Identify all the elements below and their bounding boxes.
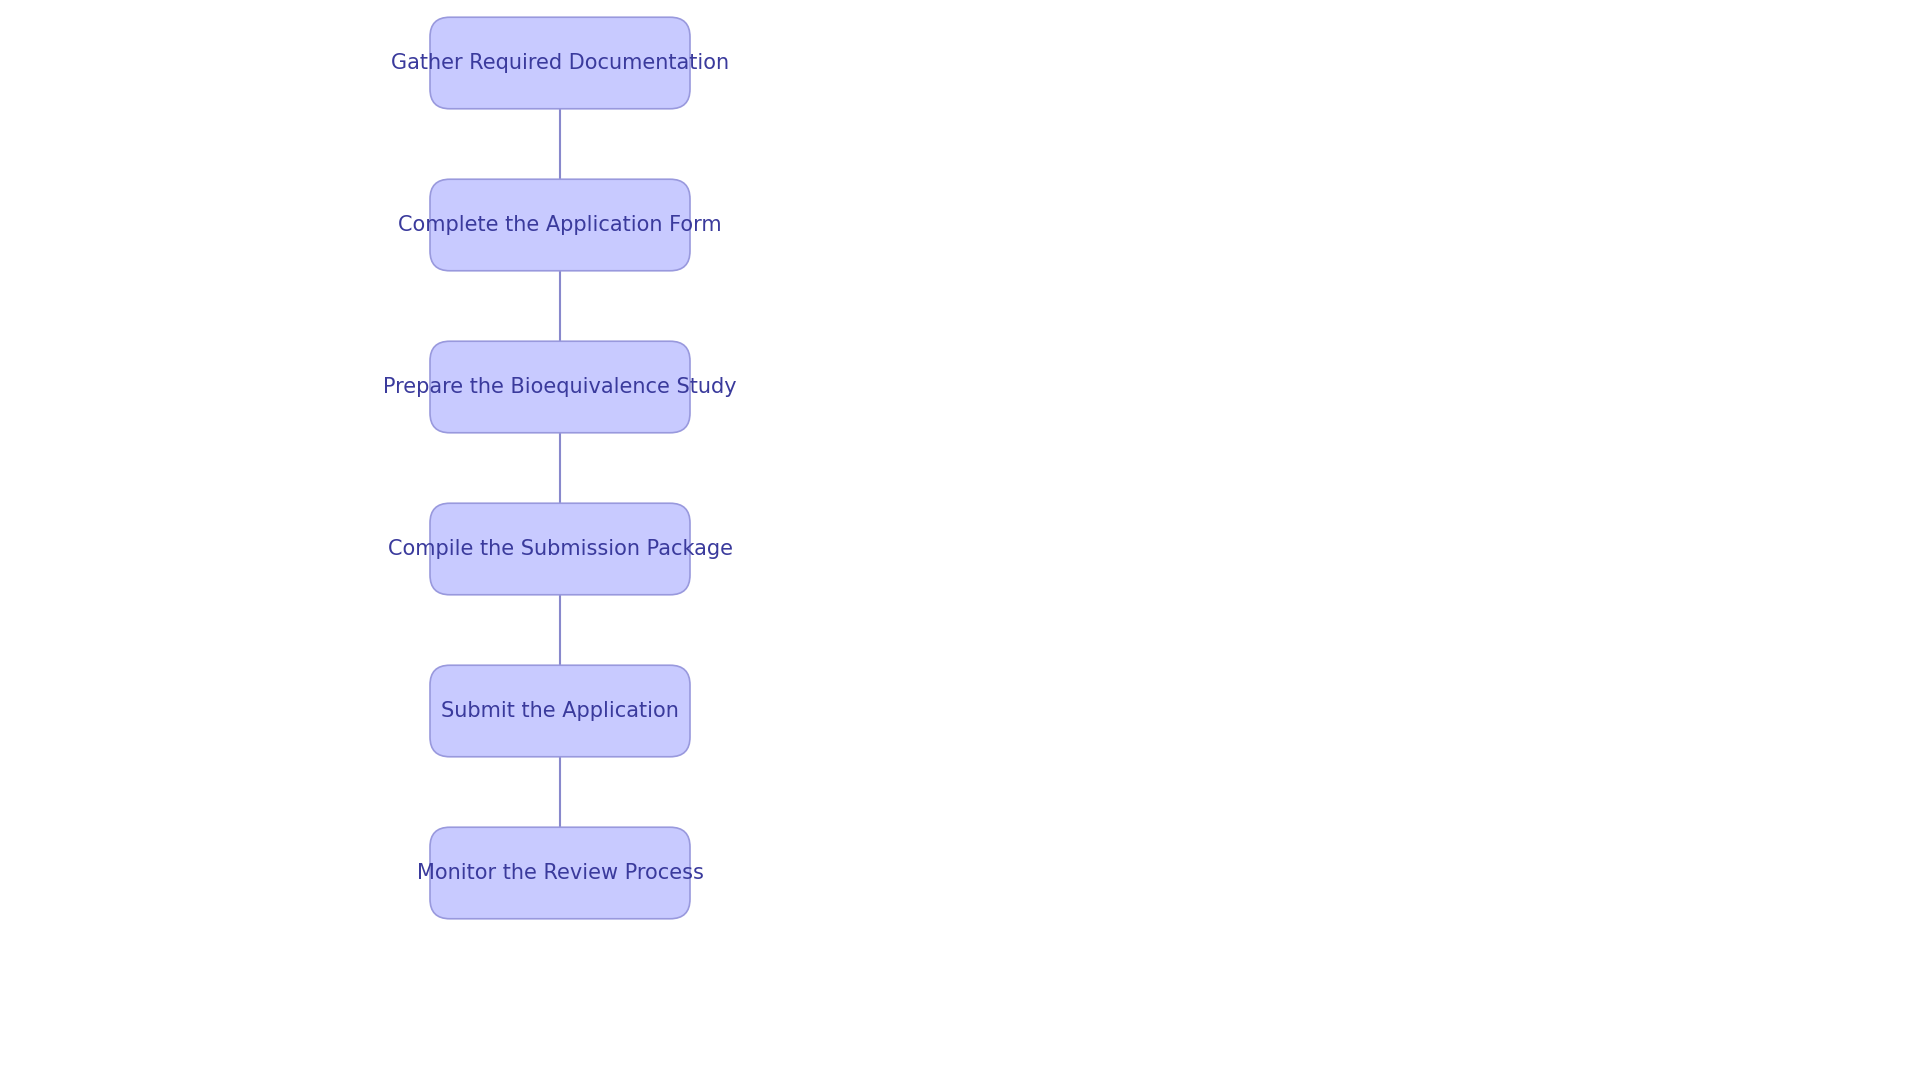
FancyBboxPatch shape — [430, 180, 689, 271]
Text: Complete the Application Form: Complete the Application Form — [397, 216, 722, 235]
FancyBboxPatch shape — [430, 504, 689, 595]
FancyBboxPatch shape — [430, 17, 689, 108]
FancyBboxPatch shape — [430, 827, 689, 918]
Text: Monitor the Review Process: Monitor the Review Process — [417, 863, 703, 883]
Text: Compile the Submission Package: Compile the Submission Package — [388, 539, 733, 559]
FancyBboxPatch shape — [430, 341, 689, 433]
Text: Submit the Application: Submit the Application — [442, 701, 680, 721]
Text: Prepare the Bioequivalence Study: Prepare the Bioequivalence Study — [384, 377, 737, 397]
Text: Gather Required Documentation: Gather Required Documentation — [392, 53, 730, 73]
FancyBboxPatch shape — [430, 665, 689, 757]
